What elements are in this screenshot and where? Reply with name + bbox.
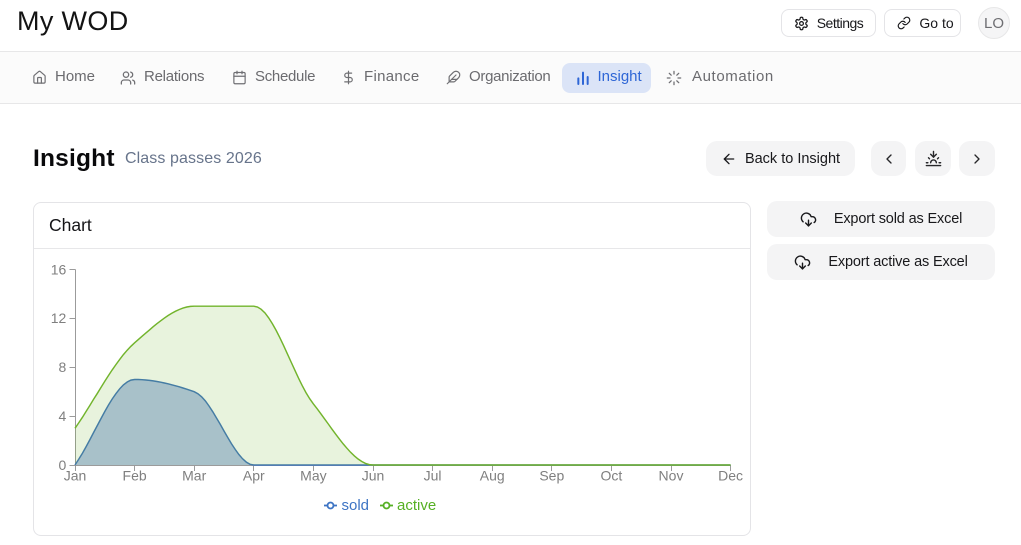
svg-text:Nov: Nov (659, 468, 684, 484)
svg-text:8: 8 (59, 359, 67, 375)
svg-text:Dec: Dec (718, 468, 743, 484)
svg-text:Feb: Feb (123, 468, 147, 484)
svg-text:Aug: Aug (480, 468, 505, 484)
svg-text:Mar: Mar (182, 468, 206, 484)
svg-text:Jun: Jun (362, 468, 385, 484)
svg-text:Sep: Sep (539, 468, 564, 484)
svg-text:12: 12 (51, 310, 67, 326)
svg-text:4: 4 (59, 408, 67, 424)
svg-text:Apr: Apr (243, 468, 265, 484)
svg-text:0: 0 (59, 457, 67, 473)
svg-text:Jul: Jul (424, 468, 442, 484)
svg-text:Jan: Jan (64, 468, 87, 484)
svg-text:Oct: Oct (601, 468, 623, 484)
svg-text:16: 16 (51, 261, 67, 277)
svg-text:May: May (300, 468, 326, 484)
